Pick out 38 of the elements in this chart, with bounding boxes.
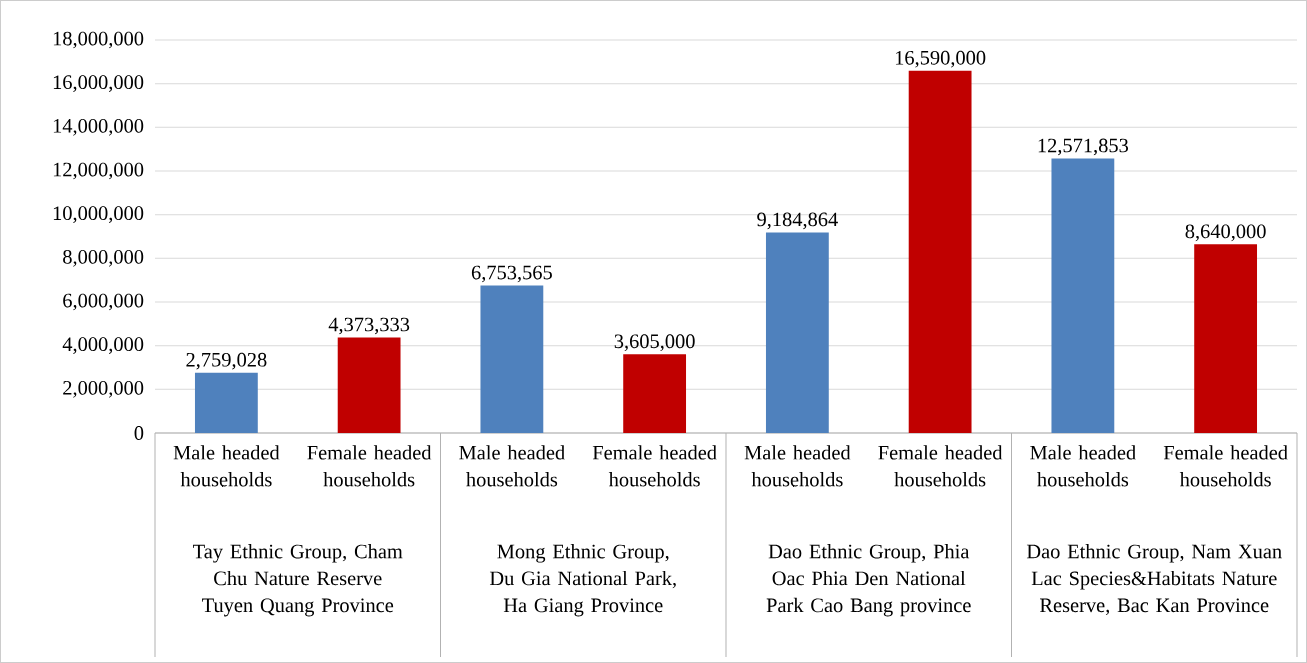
- data-label: 4,373,333: [328, 317, 410, 335]
- data-label: 6,753,565: [471, 265, 552, 283]
- series-label: Male headed households: [173, 445, 280, 487]
- x-tick-label: Dao Ethnic Group, Nam Xuan Lac Species&Habitats Nature Reserve, Bac Kan Province: [1026, 544, 1282, 616]
- data-label: 2,759,028: [186, 352, 267, 370]
- y-tick-label: 6,000,000: [63, 293, 144, 311]
- y-tick-label: 10,000,000: [53, 206, 144, 224]
- bar: [1194, 244, 1258, 433]
- data-label: 3,605,000: [614, 334, 695, 352]
- text: Female headed households: [592, 445, 717, 487]
- x-tick-label: Mong Ethnic Group, Du Gia National Park, Ha Giang Province: [489, 544, 676, 617]
- data-label: 12,571,853: [1038, 138, 1129, 156]
- bar: [623, 354, 687, 433]
- bar: [765, 232, 829, 433]
- bar: [908, 70, 972, 433]
- y-tick-label: 4,000,000: [62, 337, 144, 355]
- y-tick-label: 18,000,000: [53, 31, 144, 49]
- y-tick-label: 14,000,000: [53, 118, 144, 136]
- text: Male headed households: [459, 445, 565, 487]
- bar: [1051, 158, 1115, 433]
- x-tick-label: Dao Ethnic Group, Phia Oac Phia Den National Park Cao Bang province: [766, 544, 971, 617]
- series-label: Female headed households: [1163, 445, 1288, 487]
- x-tick-label: Tay Ethnic Group, Cham Chu Nature Reserve Tuyen Quang Province: [193, 544, 403, 617]
- text: Female headed households: [307, 445, 432, 487]
- bar: [480, 285, 544, 433]
- text: Female headed households: [878, 445, 1003, 487]
- text: Male headed households: [1030, 445, 1136, 487]
- y-tick-label: 8,000,000: [63, 249, 144, 267]
- data-label: 8,640,000: [1185, 224, 1266, 242]
- y-tick-label: 16,000,000: [53, 75, 144, 93]
- bar: [337, 337, 401, 433]
- data-label: 16,590,000: [895, 50, 986, 68]
- y-tick-label: 12,000,000: [53, 162, 144, 180]
- y-tick-label: 2,000,000: [63, 380, 144, 398]
- text: Male headed households: [744, 445, 851, 487]
- data-label: 9,184,864: [757, 212, 838, 230]
- bar: [194, 372, 258, 433]
- y-tick-label: 0: [134, 426, 144, 440]
